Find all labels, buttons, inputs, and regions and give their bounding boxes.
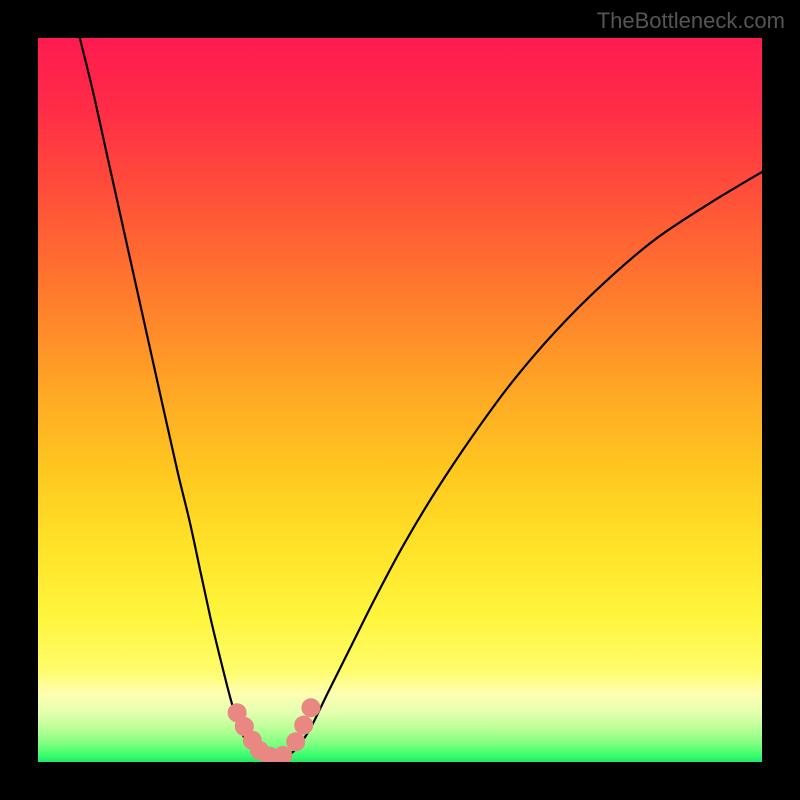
valley-marker [302, 699, 320, 717]
watermark-text: TheBottleneck.com [597, 8, 785, 34]
valley-marker [295, 716, 313, 734]
valley-marker [274, 746, 292, 762]
valley-marker [287, 733, 305, 751]
outer-frame: TheBottleneck.com [0, 0, 800, 800]
bottleneck-curve [78, 38, 762, 759]
plot-area [38, 38, 762, 762]
chart-overlay [38, 38, 762, 762]
